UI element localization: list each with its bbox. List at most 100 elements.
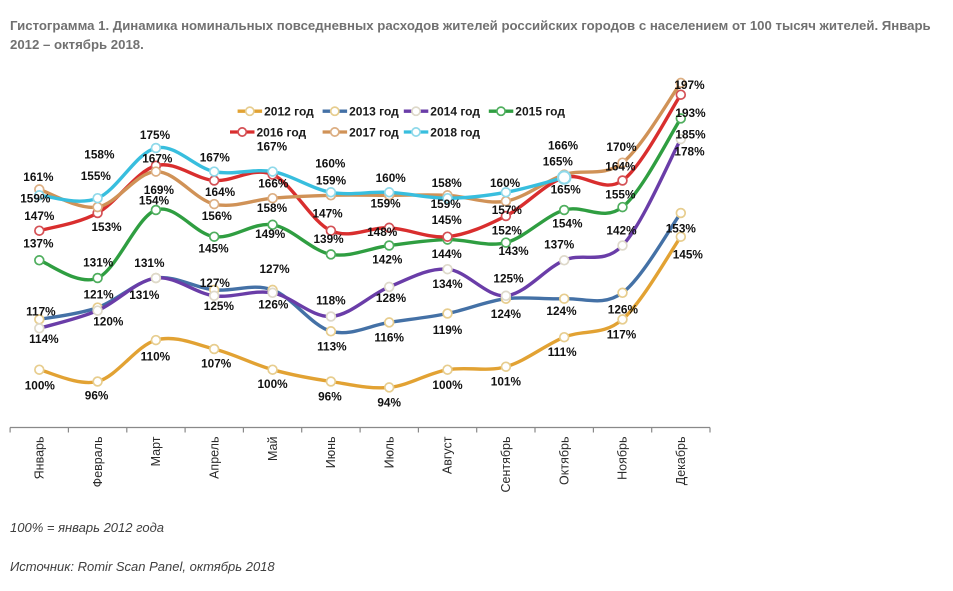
svg-text:Июнь: Июнь <box>324 437 338 469</box>
svg-text:134%: 134% <box>432 277 463 291</box>
svg-text:Январь: Январь <box>33 437 47 480</box>
svg-text:2013 год: 2013 год <box>349 105 399 119</box>
svg-text:155%: 155% <box>81 169 112 183</box>
svg-text:114%: 114% <box>29 332 59 346</box>
svg-text:161%: 161% <box>23 170 54 184</box>
svg-text:Гистограмма 1. Динамика номина: Гистограмма 1. Динамика номинальных повс… <box>10 18 931 33</box>
svg-text:2012 – октябрь 2018.: 2012 – октябрь 2018. <box>10 37 144 52</box>
svg-text:2015 год: 2015 год <box>515 105 565 119</box>
svg-text:Февраль: Февраль <box>91 437 105 488</box>
svg-text:Июль: Июль <box>382 437 396 469</box>
svg-text:125%: 125% <box>493 272 524 286</box>
svg-text:185%: 185% <box>675 127 706 141</box>
svg-text:166%: 166% <box>548 139 579 153</box>
svg-text:96%: 96% <box>85 389 109 403</box>
svg-text:139%: 139% <box>314 232 345 246</box>
svg-text:149%: 149% <box>255 227 286 241</box>
svg-text:164%: 164% <box>205 185 236 199</box>
svg-text:197%: 197% <box>674 78 705 92</box>
svg-text:Источник: Romir Scan Panel, ок: Источник: Romir Scan Panel, октябрь 2018 <box>10 559 275 574</box>
svg-text:167%: 167% <box>200 151 231 165</box>
svg-text:159%: 159% <box>431 197 462 211</box>
svg-text:107%: 107% <box>201 357 232 371</box>
svg-text:131%: 131% <box>129 288 160 302</box>
svg-text:131%: 131% <box>134 256 165 270</box>
svg-text:175%: 175% <box>140 128 171 142</box>
svg-text:100% = январь 2012 года: 100% = январь 2012 года <box>10 520 164 535</box>
svg-text:137%: 137% <box>23 237 54 251</box>
svg-text:94%: 94% <box>377 395 401 409</box>
svg-text:154%: 154% <box>552 217 583 231</box>
svg-text:111%: 111% <box>548 345 577 359</box>
svg-text:124%: 124% <box>546 304 577 318</box>
svg-text:147%: 147% <box>313 207 344 221</box>
svg-text:144%: 144% <box>432 247 463 261</box>
svg-text:157%: 157% <box>492 203 523 217</box>
svg-text:127%: 127% <box>200 276 231 290</box>
svg-text:178%: 178% <box>674 145 705 159</box>
svg-text:2012 год: 2012 год <box>264 105 314 119</box>
svg-text:96%: 96% <box>318 390 342 404</box>
svg-text:Декабрь: Декабрь <box>674 437 688 486</box>
svg-text:100%: 100% <box>258 377 289 391</box>
svg-text:160%: 160% <box>376 171 407 185</box>
svg-text:121%: 121% <box>84 288 115 302</box>
svg-text:169%: 169% <box>144 183 175 197</box>
svg-text:100%: 100% <box>432 378 463 392</box>
svg-text:127%: 127% <box>260 262 291 276</box>
svg-text:116%: 116% <box>374 330 404 344</box>
svg-text:2018 год: 2018 год <box>430 125 480 139</box>
svg-text:147%: 147% <box>24 209 55 223</box>
svg-text:159%: 159% <box>20 191 51 205</box>
svg-text:158%: 158% <box>84 147 115 161</box>
svg-text:2017 год: 2017 год <box>349 125 399 139</box>
svg-text:101%: 101% <box>491 375 522 389</box>
svg-text:126%: 126% <box>608 303 639 317</box>
svg-text:126%: 126% <box>258 297 289 311</box>
svg-text:117%: 117% <box>607 328 637 342</box>
svg-text:167%: 167% <box>142 152 173 166</box>
svg-text:Сентябрь: Сентябрь <box>499 436 513 492</box>
svg-text:153%: 153% <box>92 220 123 234</box>
svg-text:158%: 158% <box>257 201 288 215</box>
svg-text:152%: 152% <box>492 224 523 238</box>
svg-text:145%: 145% <box>432 213 463 227</box>
svg-text:156%: 156% <box>202 209 233 223</box>
svg-text:117%: 117% <box>26 304 56 318</box>
svg-text:Март: Март <box>149 436 163 466</box>
svg-text:128%: 128% <box>376 291 407 305</box>
svg-text:145%: 145% <box>673 248 704 262</box>
svg-text:110%: 110% <box>141 350 171 364</box>
svg-text:Октябрь: Октябрь <box>557 437 571 485</box>
svg-text:100%: 100% <box>25 379 56 393</box>
svg-text:120%: 120% <box>93 315 124 329</box>
svg-text:148%: 148% <box>367 225 398 239</box>
svg-text:167%: 167% <box>257 139 288 153</box>
svg-text:154%: 154% <box>139 194 170 208</box>
svg-text:160%: 160% <box>315 157 346 171</box>
svg-text:2014 год: 2014 год <box>430 105 480 119</box>
svg-text:113%: 113% <box>317 339 347 353</box>
svg-text:142%: 142% <box>606 224 637 238</box>
svg-text:125%: 125% <box>204 299 235 313</box>
svg-text:159%: 159% <box>371 197 402 211</box>
svg-text:137%: 137% <box>544 237 575 251</box>
svg-text:Апрель: Апрель <box>207 437 221 479</box>
svg-text:145%: 145% <box>198 242 229 256</box>
svg-text:124%: 124% <box>491 307 522 321</box>
svg-text:165%: 165% <box>551 183 582 197</box>
svg-text:158%: 158% <box>432 176 463 190</box>
svg-text:170%: 170% <box>606 140 637 154</box>
svg-text:153%: 153% <box>666 222 697 236</box>
svg-text:193%: 193% <box>675 106 706 120</box>
svg-text:143%: 143% <box>499 244 530 258</box>
svg-text:164%: 164% <box>605 160 636 174</box>
svg-text:165%: 165% <box>543 154 574 168</box>
svg-text:Ноябрь: Ноябрь <box>616 437 630 480</box>
svg-text:118%: 118% <box>316 293 346 307</box>
svg-text:159%: 159% <box>316 174 347 188</box>
svg-text:2016 год: 2016 год <box>257 125 307 139</box>
svg-text:155%: 155% <box>605 188 636 202</box>
svg-text:119%: 119% <box>433 323 463 337</box>
svg-text:Май: Май <box>266 436 280 461</box>
